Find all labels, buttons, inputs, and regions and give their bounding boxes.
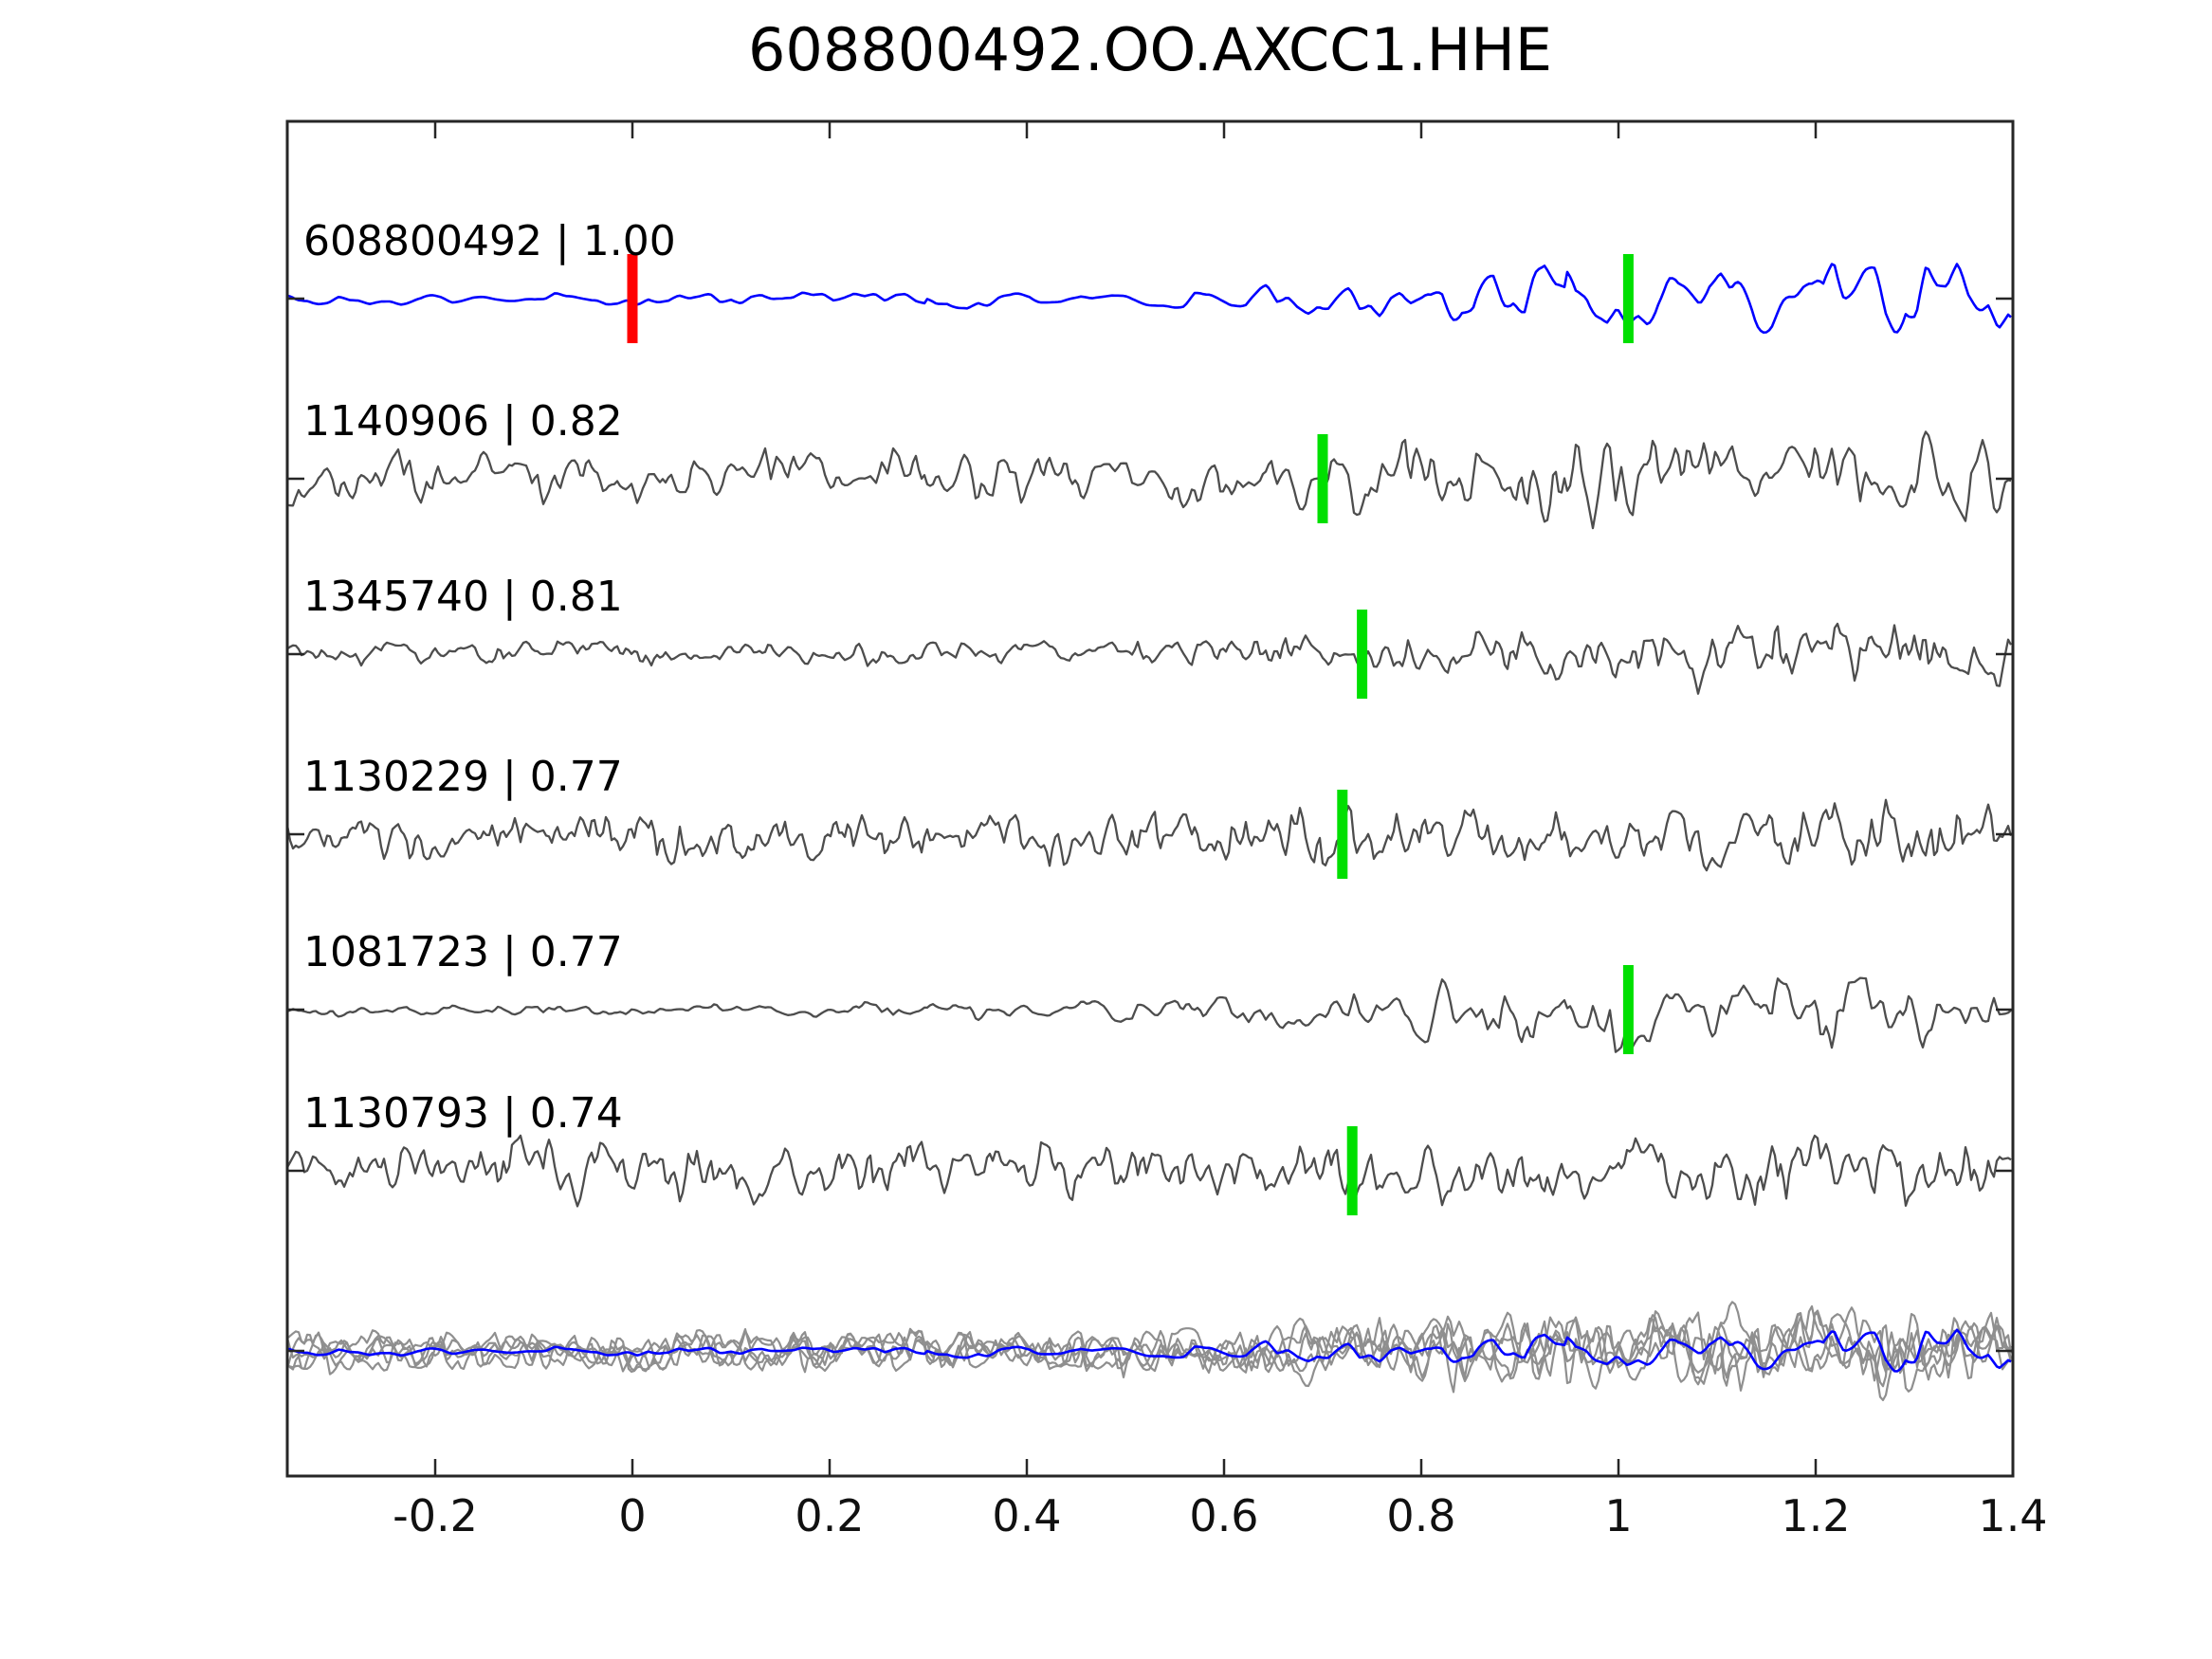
overlay-template-trace <box>287 1328 2012 1373</box>
template-trace <box>287 263 2012 334</box>
detection-trace <box>287 798 2013 872</box>
pick-marker-green <box>1622 965 1634 1054</box>
overlay-gray-trace <box>287 1301 2013 1388</box>
detection-trace <box>287 976 2012 1053</box>
overlay-gray-trace <box>287 1306 2013 1390</box>
traces-group <box>287 263 2013 1401</box>
pick-marker-green <box>1357 610 1368 699</box>
pick-markers-group <box>627 254 1634 1215</box>
pick-marker-green <box>1337 790 1348 879</box>
axes-group <box>285 119 2015 1478</box>
pick-marker-green <box>1346 1126 1358 1215</box>
overlay-gray-trace <box>287 1310 2012 1383</box>
figure-title: 608800492.OO.AXCC1.HHE <box>747 15 1553 84</box>
plot-frame <box>285 119 2015 1478</box>
detection-trace <box>287 622 2013 695</box>
detection-trace <box>287 1134 2012 1208</box>
detection-trace <box>287 430 2012 530</box>
pick-marker-green <box>1622 254 1634 343</box>
pick-marker-green <box>1317 434 1328 523</box>
pick-marker-red <box>627 254 638 343</box>
